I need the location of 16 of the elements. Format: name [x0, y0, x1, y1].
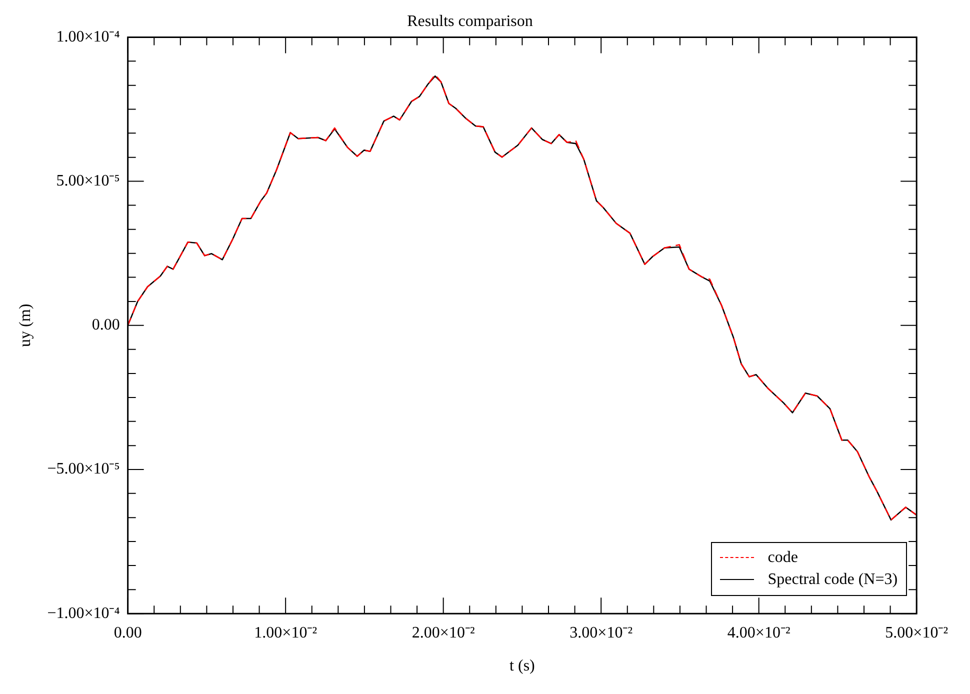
x-tick-label: 5.00×10⁻² — [885, 624, 948, 642]
y-tick-label: 0.00 — [92, 316, 120, 334]
x-tick-label: 2.00×10⁻² — [412, 624, 475, 642]
y-tick-label: −5.00×10⁻⁵ — [47, 460, 120, 478]
x-tick-label: 0.00 — [114, 624, 142, 642]
legend-label: Spectral code (N=3) — [768, 570, 898, 590]
x-tick-label: 3.00×10⁻² — [570, 624, 633, 642]
x-axis-title: t (s) — [510, 658, 535, 675]
x-tick-label: 1.00×10⁻² — [254, 624, 318, 642]
chart-title: Results comparison — [407, 12, 533, 30]
y-tick-label: 5.00×10⁻⁵ — [56, 172, 120, 190]
legend-label: code — [768, 548, 798, 568]
x-tick-label: 4.00×10⁻² — [727, 624, 790, 642]
y-tick-label: −1.00×10⁻⁴ — [47, 604, 120, 622]
y-tick-label: 1.00×10⁻⁴ — [56, 28, 120, 46]
y-axis-title: uy (m) — [16, 304, 34, 347]
